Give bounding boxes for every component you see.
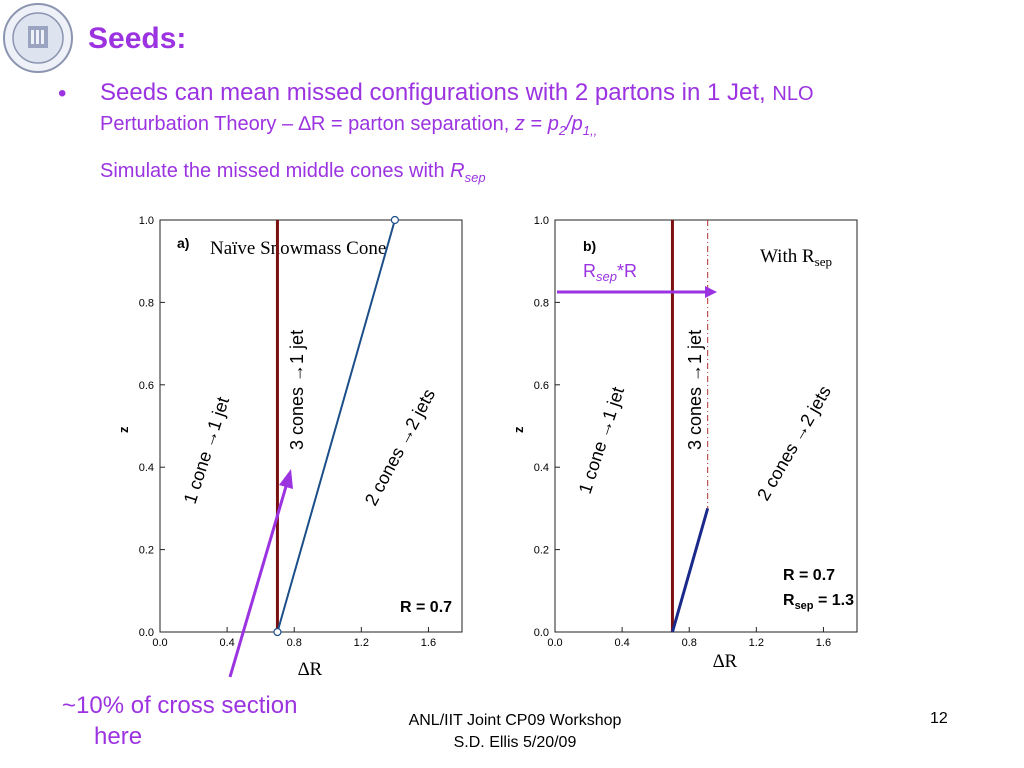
y-tick-label: 0.4	[534, 462, 549, 474]
y-tick-label: 0.8	[139, 297, 154, 309]
arrow-shaft	[228, 482, 289, 678]
arrow-head	[279, 469, 293, 489]
page-number: 12	[930, 710, 948, 727]
footer: ANL/IIT Joint CP09 Workshop S.D. Ellis 5…	[370, 710, 660, 754]
y-tick-label: 0.4	[139, 462, 154, 474]
y-tick-label: 0.2	[139, 545, 154, 557]
rsep-symbol: R	[450, 160, 465, 182]
slide-title: Seeds:	[88, 22, 187, 55]
x-tick-label: 1.2	[354, 637, 369, 649]
rsep-sub: sep	[464, 170, 486, 185]
footer-author-date: S.D. Ellis 5/20/09	[453, 734, 577, 751]
z-symbol: z	[514, 113, 525, 135]
bullet-text-1: Seeds can mean missed configurations wit…	[100, 79, 766, 106]
cross-section-line-1: ~10% of cross section	[62, 692, 298, 719]
panel-label-a: a)	[177, 235, 189, 251]
plot-frame	[159, 219, 463, 633]
y-tick-label: 0.0	[534, 627, 549, 639]
y-tick-label: 0.0	[139, 627, 154, 639]
rsep-arrow-label: Rsep*R	[583, 261, 637, 284]
rsep-annotation: Rsep = 1.3	[783, 592, 854, 612]
chart-b-with-rsep: 0.0 0.4 0.8 1.2 1.6 0.0 0.2 0.4 0.6 0.8 1.0 b) Wit…	[511, 215, 858, 672]
p1-symbol: /p	[566, 113, 583, 135]
chart-a-title: Naïve Snowmass Cone	[210, 238, 386, 259]
p2-sub: 2	[558, 123, 567, 138]
y-tick-label: 0.6	[139, 380, 154, 392]
y-tick-label: 1.0	[139, 215, 154, 227]
x-tick-label: 1.2	[749, 637, 764, 649]
panel-label-b: b)	[583, 238, 596, 254]
r-annotation: R = 0.7	[400, 599, 452, 616]
x-tick-label: 0.4	[614, 637, 629, 649]
x-tick-label: 1.6	[816, 637, 831, 649]
bullet-line-1: Seeds can mean missed configurations wit…	[100, 79, 814, 107]
bullet-nlo: NLO	[772, 83, 814, 105]
x-tick-label: 0.4	[219, 637, 234, 649]
data-point	[273, 627, 282, 637]
y-tick-label: 1.0	[534, 215, 549, 227]
cross-section-line-2: here	[94, 723, 143, 750]
y-tick-label: 0.8	[534, 297, 549, 309]
x-tick-label: 0.0	[152, 637, 167, 649]
bullet-line-3: Simulate the missed middle cones with Rs…	[100, 160, 486, 185]
footer-workshop: ANL/IIT Joint CP09 Workshop	[408, 712, 622, 729]
y-tick-label: 0.6	[534, 380, 549, 392]
series-line	[276, 219, 396, 633]
r-annotation: R = 0.7	[783, 567, 835, 584]
p-symbol: p	[547, 113, 559, 135]
x-tick-label: 0.8	[682, 637, 697, 649]
bullet-text-2a: Perturbation Theory –	[100, 113, 299, 135]
equals: =	[524, 113, 548, 135]
x-tick-label: 1.6	[421, 637, 436, 649]
y-axis-label: z	[511, 426, 526, 433]
chart-b-title: With Rsep	[760, 246, 832, 269]
region-label-3-cones: 3 cones →1 jet	[287, 330, 307, 450]
data-point	[390, 215, 399, 225]
bullet-text-2b: ∆R = parton separation,	[298, 113, 515, 135]
bullet-line-2: Perturbation Theory – ∆R = parton separa…	[100, 113, 597, 138]
rsep-arrowhead	[705, 286, 717, 298]
y-tick-label: 0.2	[534, 545, 549, 557]
cross-section-note: ~10% of cross section here	[62, 690, 297, 752]
x-tick-label: 0.8	[287, 637, 302, 649]
bullet-text-3: Simulate the missed middle cones with	[100, 160, 451, 182]
p1-sub: 1,,	[582, 123, 598, 138]
university-seal-logo	[3, 3, 73, 73]
x-tick-label: 0.0	[547, 637, 562, 649]
cross-section-arrow	[228, 469, 293, 678]
x-axis-label: ∆R	[298, 659, 323, 680]
y-axis-label: z	[116, 426, 131, 433]
bullet-dot: •	[58, 80, 67, 107]
series-line	[671, 507, 710, 633]
x-axis-label: ∆R	[713, 651, 738, 672]
region-label-3-cones: 3 cones →1 jet	[685, 330, 705, 450]
chart-a-naive-snowmass: 0.0 0.4 0.8 1.2 1.6 0.0 0.2 0.4 0.6 0.8 1.0 a) Naï…	[116, 215, 463, 680]
